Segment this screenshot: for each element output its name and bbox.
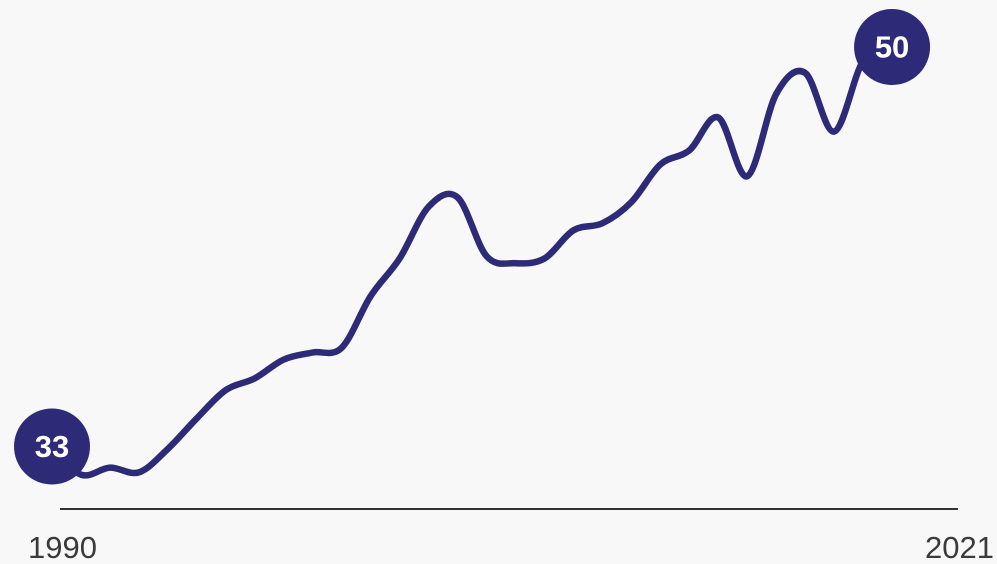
- series-line: [48, 43, 896, 479]
- start-value-badge: 33: [14, 408, 90, 485]
- start-badge-circle: [14, 408, 90, 485]
- x-tick-label-end: 2021: [925, 530, 994, 564]
- end-value-label: 50: [875, 30, 909, 65]
- start-value-label: 33: [35, 429, 69, 464]
- x-tick-label-start: 1990: [28, 530, 97, 564]
- end-badge-circle: [854, 9, 931, 85]
- end-value-badge: 50: [854, 9, 931, 85]
